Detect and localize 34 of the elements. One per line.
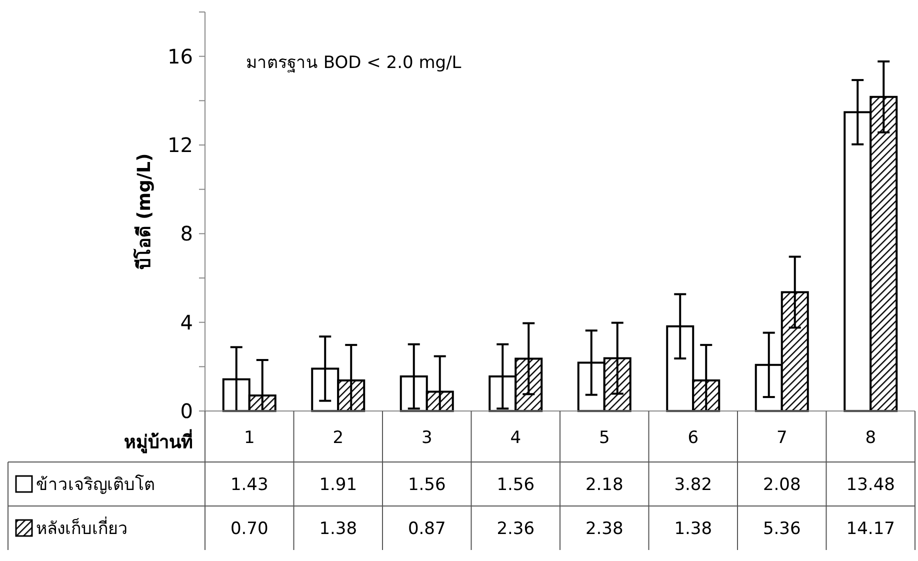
data-label: 2.36: [496, 518, 535, 539]
y-axis-title: บีโอดี (mg/L): [133, 153, 155, 270]
data-label: 1.91: [319, 474, 358, 495]
data-label: 13.48: [846, 474, 895, 495]
legend-label: ข้าวเจริญเติบโต: [36, 474, 155, 495]
y-tick-label: 8: [180, 222, 193, 246]
data-label: 2.08: [762, 474, 801, 495]
x-axis-title: หมู่บ้านที่: [124, 429, 193, 454]
data-label: 2.18: [585, 474, 624, 495]
x-tick-label: 6: [688, 428, 699, 448]
data-label: 0.87: [408, 518, 446, 539]
x-tick-label: 2: [332, 428, 344, 448]
data-label: 14.17: [846, 518, 895, 539]
data-label: 1.56: [408, 474, 446, 495]
y-tick-label: 0: [180, 399, 193, 423]
data-label: 5.36: [762, 518, 801, 539]
legend-label: หลังเก็บเกี่ยว: [36, 516, 128, 539]
x-tick-label: 1: [244, 428, 255, 448]
x-tick-label: 8: [865, 428, 876, 448]
data-label: 1.38: [674, 518, 712, 539]
y-tick-label: 16: [168, 44, 193, 68]
x-tick-label: 5: [598, 428, 610, 448]
y-tick-label: 4: [180, 310, 193, 334]
data-label: 1.38: [319, 518, 358, 539]
data-label: 3.82: [674, 474, 712, 495]
data-label: 1.56: [496, 474, 535, 495]
y-tick-label: 12: [168, 133, 193, 157]
data-label: 0.70: [230, 518, 268, 539]
data-label: 1.43: [230, 474, 268, 495]
data-label: 2.38: [585, 518, 624, 539]
x-tick-label: 3: [421, 428, 432, 448]
annotation: มาตรฐาน BOD < 2.0 mg/L: [246, 53, 462, 73]
x-tick-label: 7: [776, 428, 788, 448]
x-tick-label: 4: [510, 428, 522, 448]
